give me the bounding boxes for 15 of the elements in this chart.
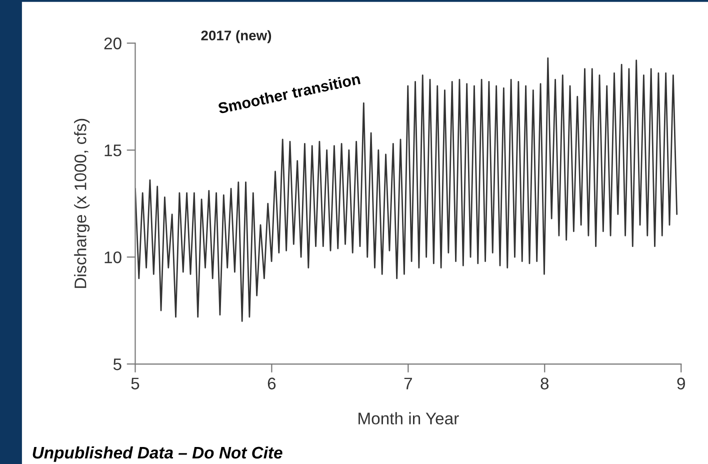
chart-title: 2017 (new) [201,30,272,44]
y-tick-label: 10 [104,251,122,264]
annotation: Smoother transition [218,73,360,114]
line-series [135,57,678,322]
x-tick-label: 7 [404,378,412,390]
x-tick-label: 5 [131,378,140,390]
y-tick-label: 5 [113,358,122,370]
y-tick-label: 15 [104,144,122,156]
y-axis-title: Discharge (x 1000, cfs) [74,118,90,288]
x-tick-label: 6 [268,378,276,390]
x-tick-label: 9 [677,378,685,390]
text: Unpublished Data – Do Not Cite [32,446,282,462]
x-axis-title: Month in Year [358,412,459,424]
y-tick-label: 20 [104,38,122,50]
x-tick-label: 8 [540,378,549,390]
